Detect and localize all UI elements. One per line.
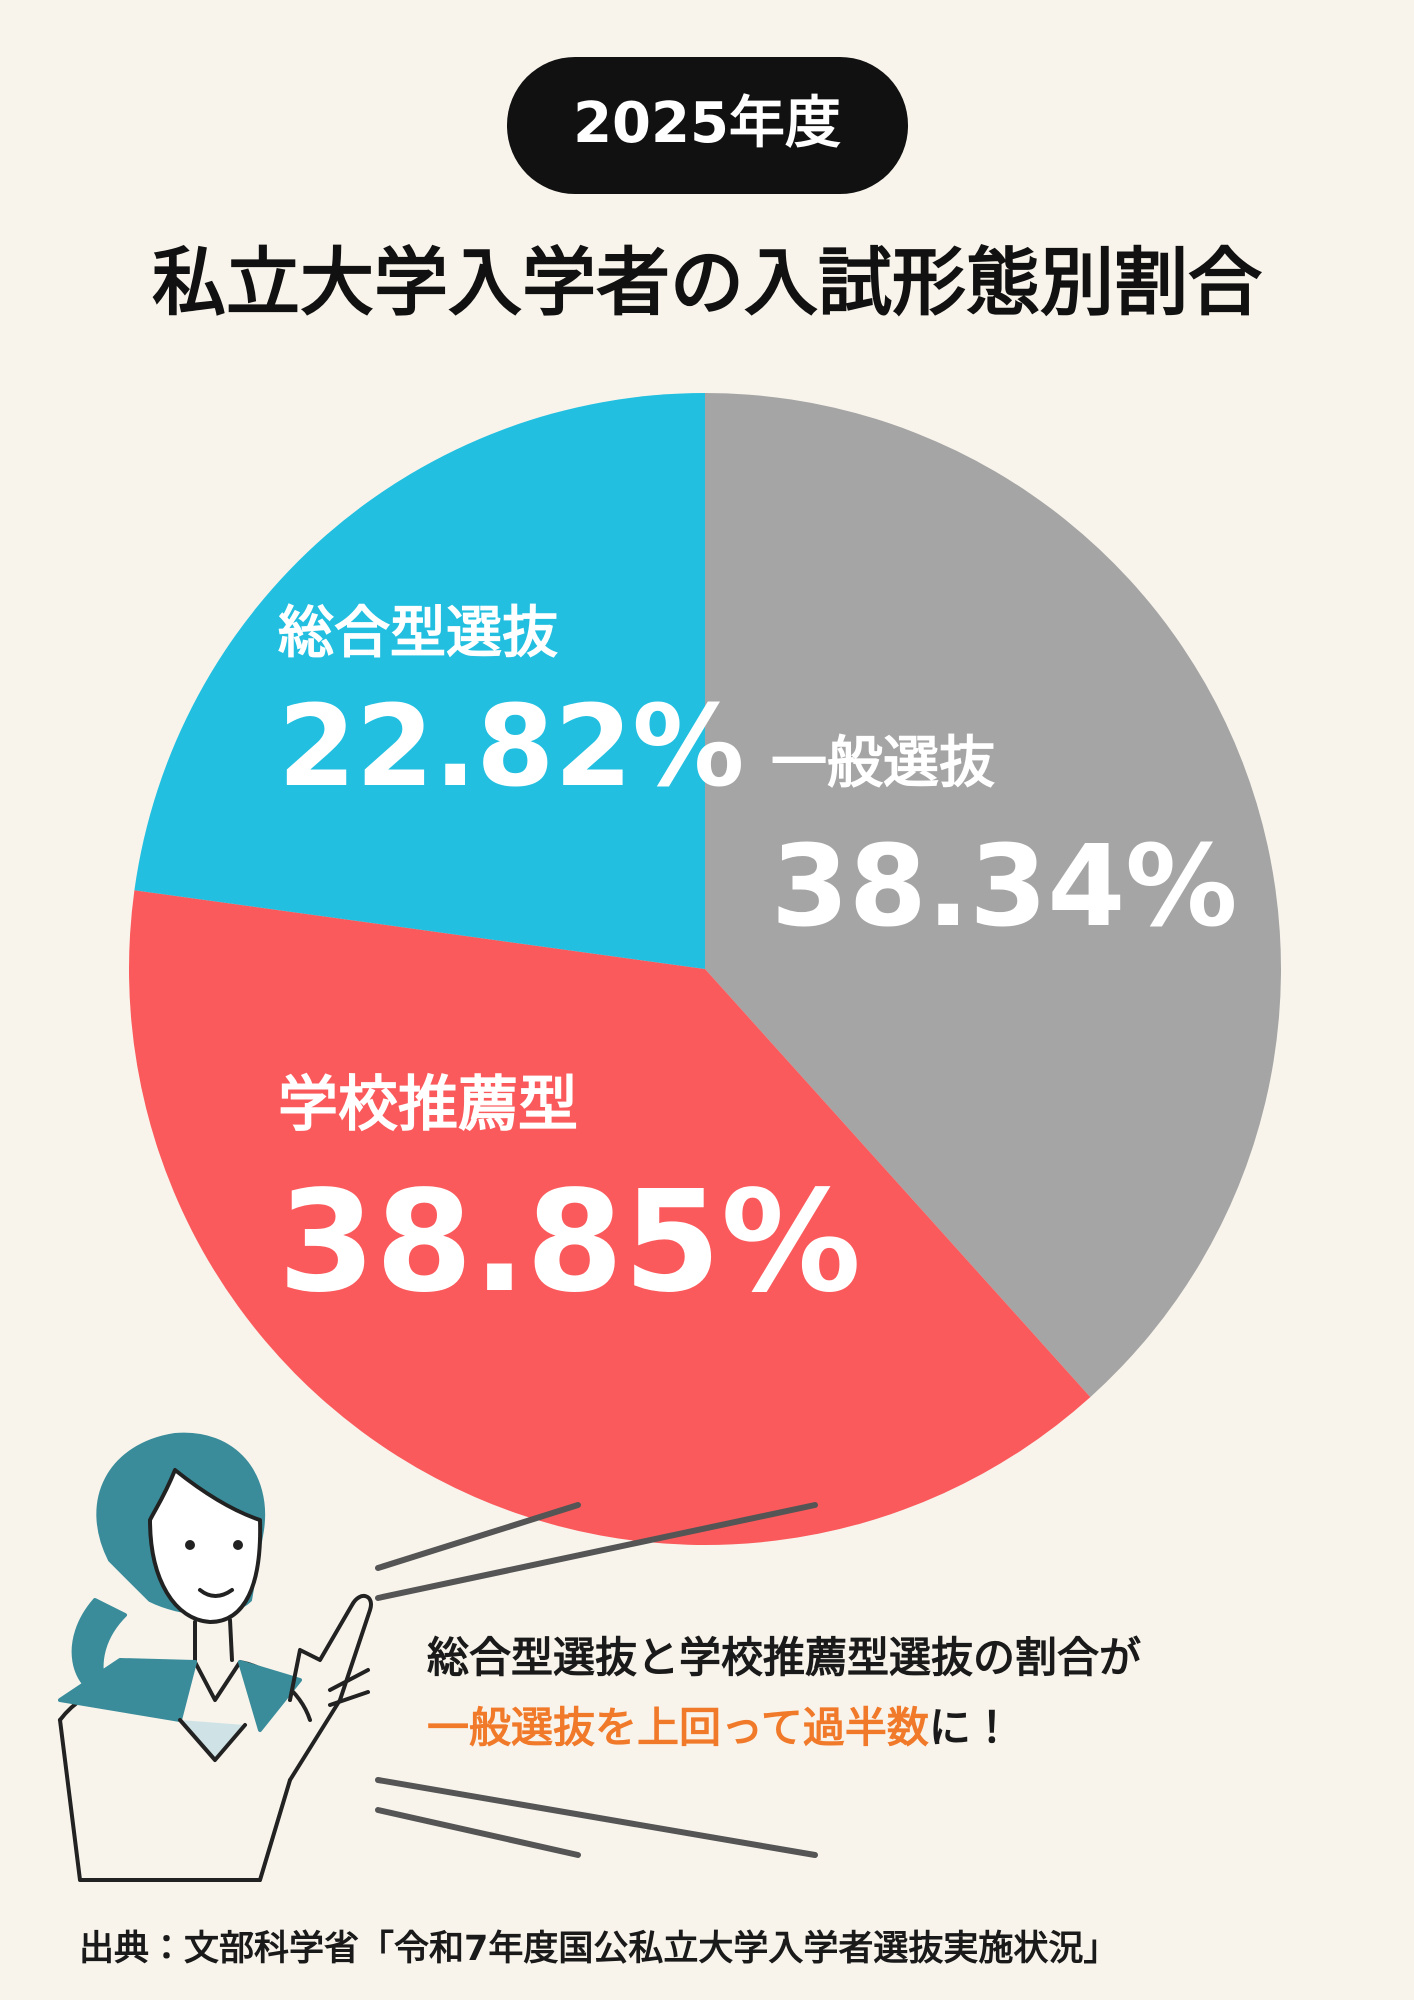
- pie-slice: [134, 392, 705, 969]
- badge-text: 2025年度: [573, 91, 841, 156]
- slice-label: 学校推薦型: [278, 1070, 578, 1140]
- pie-slice: [128, 890, 1091, 1545]
- message-highlight: 一般選抜を上回って過半数: [427, 1703, 929, 1752]
- chart-title: 私立大学入学者の入試形態別割合: [152, 240, 1263, 326]
- speech-lines: [375, 1502, 818, 1858]
- message-line-1: 総合型選抜と学校推薦型選抜の割合が: [427, 1633, 1141, 1682]
- badge: [507, 57, 908, 194]
- slice-value-label: 38.34%: [771, 822, 1237, 952]
- slice-value-label: 38.85%: [278, 1161, 861, 1324]
- slice-label: 総合型選抜: [278, 601, 558, 666]
- source: 出典：文部科学省「令和7年度国公私立大学入学者選抜実施状況」: [79, 1929, 1118, 1969]
- student-illustration: [58, 1432, 373, 1882]
- slice-label: 一般選抜: [771, 731, 995, 796]
- message-rest: に！: [929, 1703, 1013, 1752]
- slice-value-label: 22.82%: [278, 682, 744, 812]
- pie: 一般選抜 38.34% 学校推薦型 38.85% 総合型選抜 22.82%: [128, 392, 1281, 1545]
- pie-slice: [705, 393, 1281, 1398]
- message-line-2: 一般選抜を上回って過半数に！: [427, 1703, 1013, 1752]
